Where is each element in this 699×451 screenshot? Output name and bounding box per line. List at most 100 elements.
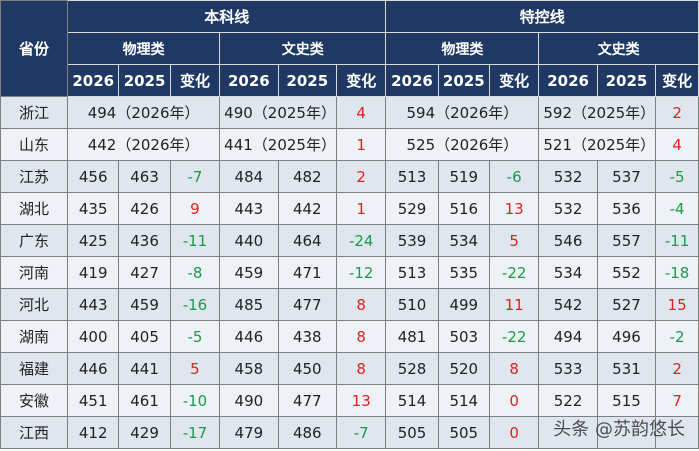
merged-score-cell: 525（2026年） <box>385 128 540 161</box>
table-row: 湖北 435 426 9 443 442 1 529 516 13 532 536 -4 <box>0 192 699 225</box>
change-cell: 2 <box>335 160 387 193</box>
change-cell: 8 <box>335 352 387 385</box>
table-row: 福建 446 441 5 458 450 8 528 520 8 533 531 2 <box>0 352 699 385</box>
score-cell: 520 <box>437 352 490 385</box>
score-cell: 400 <box>67 320 120 353</box>
score-cell: 471 <box>277 256 337 289</box>
score-cell: 534 <box>437 224 490 257</box>
merged-score-cell: 442（2026年） <box>67 128 221 161</box>
score-cell: 505 <box>437 416 490 449</box>
province-cell: 江西 <box>0 416 69 449</box>
sub-header-ben-wenshi: 文史类 <box>219 32 387 65</box>
province-cell: 江苏 <box>0 160 69 193</box>
score-cell: 443 <box>67 288 120 321</box>
province-cell: 河北 <box>0 288 69 321</box>
score-cell: 464 <box>277 224 337 257</box>
score-cell: 458 <box>219 352 279 385</box>
score-cell: 484 <box>219 160 279 193</box>
change-header: 变化 <box>488 64 540 97</box>
score-cell: 435 <box>67 192 120 225</box>
sub-header-te-wuli: 物理类 <box>385 32 540 65</box>
score-cell: 529 <box>385 192 439 225</box>
score-cell: 539 <box>385 224 439 257</box>
score-cell: 546 <box>538 224 598 257</box>
change-cell: 8 <box>488 352 540 385</box>
change-cell: -8 <box>169 256 221 289</box>
score-cell: 496 <box>596 320 657 353</box>
table-row: 广东 425 436 -11 440 464 -24 539 534 5 546 557 -11 <box>0 224 699 257</box>
score-cell: 463 <box>118 160 171 193</box>
score-cell: 552 <box>596 256 657 289</box>
change-cell: -4 <box>655 192 699 225</box>
score-cell: 505 <box>385 416 439 449</box>
change-cell: 4 <box>335 96 387 129</box>
change-header: 变化 <box>655 64 699 97</box>
score-cell: 443 <box>219 192 279 225</box>
score-cell <box>596 416 657 449</box>
change-cell <box>655 416 699 449</box>
score-cell: 429 <box>118 416 171 449</box>
province-header: 省份 <box>0 0 69 97</box>
score-cell: 412 <box>67 416 120 449</box>
change-cell: -17 <box>169 416 221 449</box>
province-cell: 河南 <box>0 256 69 289</box>
merged-score-cell: 592（2025年） <box>538 96 657 129</box>
change-cell: -16 <box>169 288 221 321</box>
score-cell: 440 <box>219 224 279 257</box>
score-cell: 459 <box>118 288 171 321</box>
year-header-2026: 2026 <box>219 64 279 97</box>
score-cell: 482 <box>277 160 337 193</box>
sub-header-ben-wuli: 物理类 <box>67 32 221 65</box>
merged-score-cell: 494（2026年） <box>67 96 221 129</box>
table-row: 河北 443 459 -16 485 477 8 510 499 11 542 527 15 <box>0 288 699 321</box>
score-cell: 542 <box>538 288 598 321</box>
score-cell: 477 <box>277 384 337 417</box>
score-cell: 514 <box>385 384 439 417</box>
province-cell: 浙江 <box>0 96 69 129</box>
province-cell: 湖南 <box>0 320 69 353</box>
score-cell: 442 <box>277 192 337 225</box>
score-cell <box>538 416 598 449</box>
score-cell: 510 <box>385 288 439 321</box>
score-cell: 461 <box>118 384 171 417</box>
score-cell: 427 <box>118 256 171 289</box>
score-cell: 456 <box>67 160 120 193</box>
table-row: 河南 419 427 -8 459 471 -12 513 535 -22 534 552 -18 <box>0 256 699 289</box>
score-cell: 513 <box>385 160 439 193</box>
group-header-ben: 本科线 <box>67 0 387 33</box>
change-cell: 8 <box>335 320 387 353</box>
score-cell: 534 <box>538 256 598 289</box>
table-row: 山东 442（2026年） 441（2025年） 1 525（2026年） 52… <box>0 128 699 161</box>
year-header-2025: 2025 <box>437 64 490 97</box>
score-cell: 532 <box>538 192 598 225</box>
change-cell: 9 <box>169 192 221 225</box>
table-row: 湖南 400 405 -5 446 438 8 481 503 -22 494 496 -2 <box>0 320 699 353</box>
score-cell: 459 <box>219 256 279 289</box>
score-cell: 537 <box>596 160 657 193</box>
change-cell: 0 <box>488 384 540 417</box>
province-cell: 福建 <box>0 352 69 385</box>
province-cell: 山东 <box>0 128 69 161</box>
change-cell: -7 <box>335 416 387 449</box>
change-cell: 2 <box>655 352 699 385</box>
change-header: 变化 <box>169 64 221 97</box>
score-cell: 419 <box>67 256 120 289</box>
table-row: 江西 412 429 -17 479 486 -7 505 505 0 <box>0 416 699 449</box>
score-cell: 479 <box>219 416 279 449</box>
score-cell: 450 <box>277 352 337 385</box>
score-cell: 533 <box>538 352 598 385</box>
merged-score-cell: 441（2025年） <box>219 128 337 161</box>
score-cell: 451 <box>67 384 120 417</box>
score-cell: 532 <box>538 160 598 193</box>
score-cell: 503 <box>437 320 490 353</box>
score-cell: 531 <box>596 352 657 385</box>
province-cell: 安徽 <box>0 384 69 417</box>
change-cell: -22 <box>488 320 540 353</box>
score-cell: 490 <box>219 384 279 417</box>
change-cell: -5 <box>169 320 221 353</box>
change-cell: -5 <box>655 160 699 193</box>
score-cell: 446 <box>219 320 279 353</box>
score-cell: 514 <box>437 384 490 417</box>
score-cell: 519 <box>437 160 490 193</box>
score-cell: 516 <box>437 192 490 225</box>
